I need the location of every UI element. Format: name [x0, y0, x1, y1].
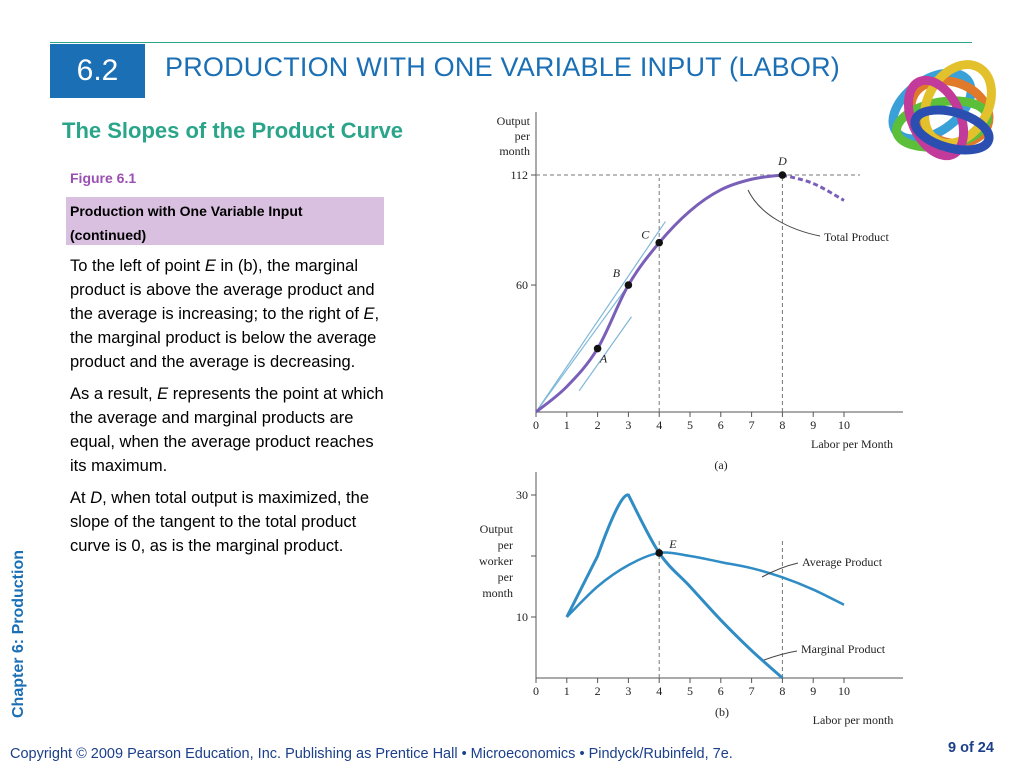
panel-label-b: (b) — [715, 705, 729, 719]
panel-label-a: (a) — [714, 458, 727, 472]
x-tick-label-a: 7 — [749, 418, 755, 432]
x-tick-label-a: 3 — [625, 418, 631, 432]
x-tick-label-a: 4 — [656, 418, 662, 432]
y-axis-label-a: Output — [497, 114, 531, 128]
x-tick-label-b: 9 — [810, 684, 816, 698]
tangent-line-a — [578, 316, 632, 392]
x-tick-label-a: 5 — [687, 418, 693, 432]
point-label-c: C — [641, 228, 650, 242]
y-axis-label-b: Output — [480, 522, 514, 536]
figure-caption: Production with One Variable Input (cont… — [66, 197, 384, 245]
tangent-line-a — [535, 221, 666, 413]
point-label-a: A — [599, 352, 608, 366]
total-product-leader — [747, 189, 821, 237]
x-tick-label-a: 2 — [595, 418, 601, 432]
x-tick-label-b: 2 — [595, 684, 601, 698]
paragraph-1: To the left of point E in (b), the margi… — [70, 257, 380, 371]
figure-caption-line-2: (continued) — [70, 227, 147, 243]
x-tick-label-b: 6 — [718, 684, 724, 698]
section-number-badge: 6.2 — [50, 44, 145, 98]
x-tick-label-a: 9 — [810, 418, 816, 432]
x-tick-label-a: 6 — [718, 418, 724, 432]
x-tick-label-a: 8 — [779, 418, 785, 432]
x-tick-label-b: 8 — [779, 684, 785, 698]
series-label-average-product: Average Product — [802, 555, 883, 569]
point-a — [593, 344, 602, 353]
x-tick-label-b: 1 — [564, 684, 570, 698]
paragraph-2: As a result, E represents the point at w… — [70, 385, 384, 475]
tangent-line-a — [535, 276, 636, 413]
x-tick-label-a: 10 — [838, 418, 850, 432]
average-product-curve — [565, 551, 845, 618]
y-tick-label-b: 30 — [516, 488, 528, 502]
page-number: 9 of 24 — [948, 740, 994, 756]
paragraph-3: At D, when total output is maximized, th… — [70, 489, 369, 555]
y-axis-label-a: month — [499, 144, 530, 158]
x-axis-label-b: Labor per month — [813, 713, 894, 727]
x-tick-label-b: 5 — [687, 684, 693, 698]
x-tick-label-a: 1 — [564, 418, 570, 432]
point-c — [655, 238, 663, 247]
footer-copyright: Copyright © 2009 Pearson Education, Inc.… — [10, 746, 733, 762]
marginal-product-leader — [763, 650, 798, 661]
y-tick-label-b: 10 — [516, 610, 528, 624]
x-tick-label-b: 0 — [533, 684, 539, 698]
y-axis-label-a: per — [515, 129, 530, 143]
point-d — [778, 171, 787, 179]
x-tick-label-b: 7 — [749, 684, 755, 698]
y-axis-label-b: per — [498, 538, 513, 552]
y-tick-label-a: 112 — [510, 168, 528, 182]
x-tick-label-b: 10 — [838, 684, 850, 698]
header-rule — [50, 42, 972, 43]
series-label-total-product: Total Product — [824, 230, 889, 244]
total-product-curve-declining — [782, 173, 845, 202]
series-label-marginal-product: Marginal Product — [801, 642, 886, 656]
y-axis-label-b: per — [498, 570, 513, 584]
average-product-leader — [761, 562, 799, 578]
explanation-text: To the left of point E in (b), the margi… — [70, 254, 388, 566]
x-axis-label-a: Labor per Month — [811, 437, 893, 451]
figure-label: Figure 6.1 — [70, 170, 137, 186]
point-e — [655, 549, 663, 557]
y-axis-label-b: month — [482, 586, 513, 600]
y-tick-label-a: 60 — [516, 278, 528, 292]
y-axis-label-b: worker — [479, 554, 513, 568]
figure-caption-line-1: Production with One Variable Input — [70, 203, 303, 219]
section-subtitle: The Slopes of the Product Curve — [62, 118, 404, 143]
point-label-d: D — [777, 154, 787, 168]
point-label-b: B — [613, 266, 621, 280]
slide-title: PRODUCTION WITH ONE VARIABLE INPUT (LABO… — [165, 52, 840, 82]
x-tick-label-a: 0 — [533, 418, 539, 432]
x-tick-label-b: 3 — [625, 684, 631, 698]
point-label-e: E — [668, 537, 677, 551]
chapter-side-label: Chapter 6: Production — [10, 549, 27, 718]
point-b — [624, 281, 633, 289]
rings-logo-icon — [888, 60, 996, 161]
x-tick-label-b: 4 — [656, 684, 662, 698]
marginal-product-curve — [565, 493, 784, 680]
